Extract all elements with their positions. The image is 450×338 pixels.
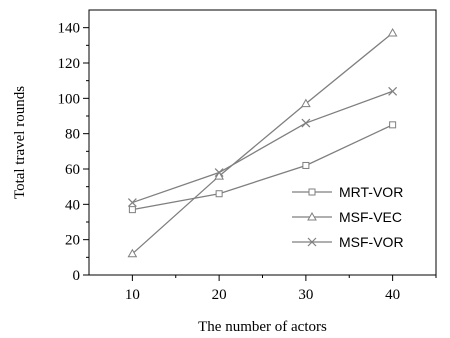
data-point-mrt-vor (128, 206, 136, 214)
data-point-mrt-vor (215, 190, 223, 198)
legend-marker (307, 211, 317, 221)
series-msf-vor (127, 86, 398, 207)
data-point-msf-vor (388, 86, 398, 96)
y-tick-label: 140 (58, 21, 81, 37)
y-tick-label: 0 (73, 268, 81, 284)
x-axis-label: The number of actors (198, 319, 327, 335)
data-point-msf-vor (127, 198, 137, 207)
series-mrt-vor (128, 121, 397, 214)
x-tick-label: 20 (212, 287, 227, 303)
data-point-msf-vec (127, 248, 138, 258)
y-axis-ticks: 0 20 40 60 80 100 120 140 (58, 21, 89, 284)
y-tick-label: 40 (65, 197, 80, 213)
legend-marker (307, 237, 317, 247)
series-group (127, 27, 398, 258)
legend: MRT-VOR MSF-VEC MSF-VOR (292, 184, 404, 250)
y-tick-label: 60 (65, 162, 80, 178)
data-point-msf-vec (387, 27, 398, 37)
data-point-msf-vec (301, 98, 311, 108)
x-tick-label: 10 (125, 287, 140, 303)
legend-label: MSF-VEC (339, 209, 402, 225)
series-msf-vec (127, 27, 398, 258)
x-tick-label: 40 (385, 287, 400, 303)
data-point-msf-vec (214, 171, 224, 180)
x-axis-ticks: 10 20 30 40 (125, 275, 437, 303)
legend-item-msf-vec: MSF-VEC (292, 209, 402, 225)
legend-marker (308, 188, 316, 196)
data-point-mrt-vor (389, 121, 397, 129)
legend-item-msf-vor: MSF-VOR (292, 234, 404, 250)
y-axis-label: Total travel rounds (12, 86, 28, 199)
y-tick-label: 20 (65, 233, 80, 249)
y-tick-label: 80 (65, 127, 80, 143)
series-line-mrt-vor (132, 124, 393, 211)
legend-label: MRT-VOR (339, 184, 403, 200)
y-tick-label: 120 (58, 56, 81, 72)
data-point-mrt-vor (302, 161, 310, 169)
data-point-msf-vor (301, 118, 311, 128)
series-line-msf-vor (132, 90, 393, 204)
legend-label: MSF-VOR (339, 234, 404, 250)
y-tick-label: 100 (58, 91, 81, 107)
data-point-msf-vor (214, 168, 224, 177)
legend-item-mrt-vor: MRT-VOR (292, 184, 403, 200)
series-line-msf-vec (131, 32, 394, 255)
x-tick-label: 30 (298, 287, 313, 303)
